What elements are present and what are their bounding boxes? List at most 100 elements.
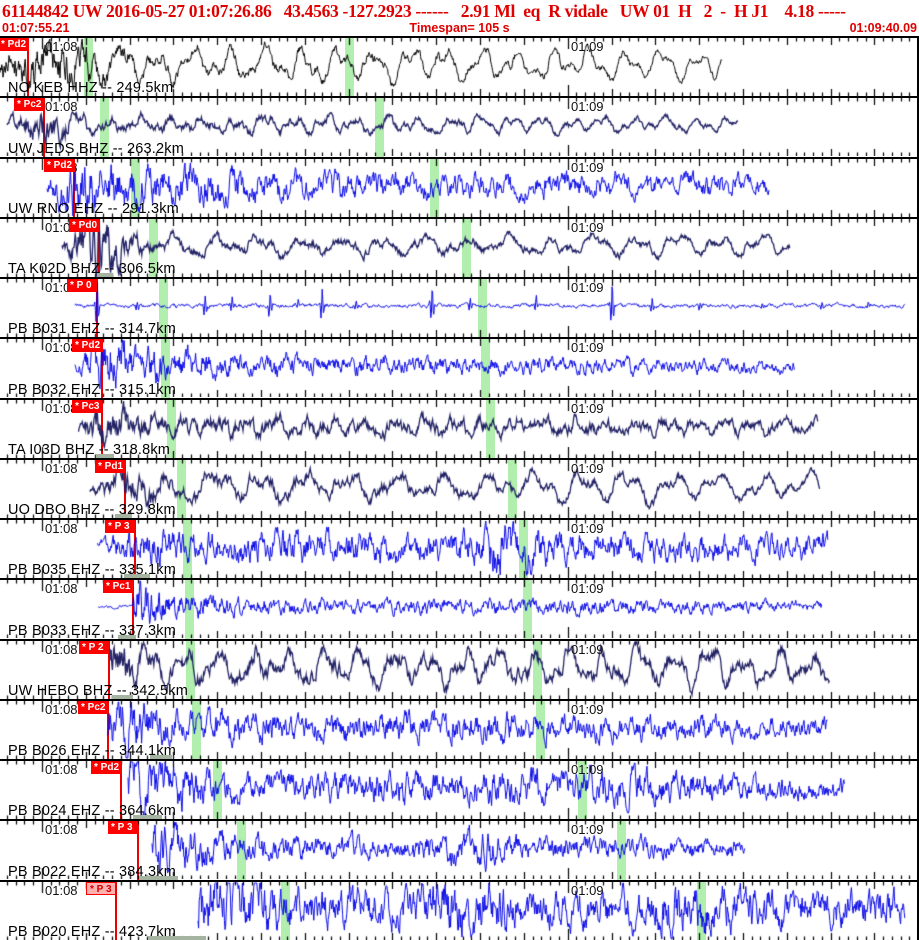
minute-label: 01:08 bbox=[45, 701, 78, 717]
trace-row: 01:08 01:09 * Pc2 UW JEDS BHZ -- 263.2km bbox=[0, 98, 917, 159]
minute-label: 01:09 bbox=[571, 762, 604, 778]
pick-flag[interactable]: * P 0 bbox=[67, 279, 97, 293]
minute-label: 01:08 bbox=[45, 581, 78, 597]
pick-flag[interactable]: * Pd2 bbox=[44, 158, 76, 172]
station-label: PB B022 EHZ -- 384.3km bbox=[8, 863, 176, 880]
station-label: UW RNO EHZ -- 291.3km bbox=[8, 200, 179, 217]
station-label: PB B035 EHZ -- 335.1km bbox=[8, 562, 176, 579]
waveform-canvas[interactable] bbox=[0, 580, 917, 639]
minute-label: 01:09 bbox=[571, 460, 604, 476]
pick-flag[interactable]: * Pd2 bbox=[72, 339, 104, 353]
station-label: PB B032 EHZ -- 315.1km bbox=[8, 381, 176, 398]
trace-row: 01:08 01:09 * P 0 PB B031 EHZ -- 314.7km bbox=[0, 279, 917, 340]
event-summary-line: 61144842 UW 2016-05-27 01:07:26.86 43.45… bbox=[2, 1, 846, 21]
station-label: TA K02D BHZ -- 306.5km bbox=[8, 261, 176, 278]
pick-flag[interactable]: * Pd2 bbox=[0, 38, 30, 51]
quality-indicator-bar bbox=[139, 875, 178, 880]
waveform-canvas[interactable] bbox=[0, 700, 917, 759]
minute-label: 01:08 bbox=[45, 460, 78, 476]
station-label: PB B026 EHZ -- 344.1km bbox=[8, 743, 176, 760]
trace-area: 01:08 01:09 * Pd2 NC KEB HHZ -- 249.5km 01:0… bbox=[0, 36, 919, 940]
minute-label: 01:09 bbox=[571, 400, 604, 416]
trace-row: 01:08 01:09 * Pd1 UO DBO BHZ -- 329.8km bbox=[0, 459, 917, 521]
minute-label: 01:08 bbox=[45, 641, 78, 657]
minute-label: 01:09 bbox=[571, 99, 604, 115]
minute-label: 01:09 bbox=[571, 641, 604, 657]
pick-flag[interactable]: * Pc2 bbox=[14, 98, 45, 112]
window-start-time: 01:07:55.21 bbox=[2, 21, 70, 35]
waveform-canvas[interactable] bbox=[0, 339, 917, 398]
minute-label: 01:09 bbox=[571, 340, 604, 356]
station-label: TA I03D BHZ -- 318.8km bbox=[8, 441, 171, 458]
pick-flag[interactable]: * P 3 bbox=[105, 520, 135, 534]
minute-label: 01:08 bbox=[45, 521, 78, 537]
waveform-canvas[interactable] bbox=[0, 279, 917, 338]
minute-label: 01:08 bbox=[45, 39, 78, 54]
event-header: 61144842 UW 2016-05-27 01:07:26.86 43.45… bbox=[0, 0, 919, 36]
waveform-canvas[interactable] bbox=[0, 98, 917, 157]
station-label: NC KEB HHZ -- 249.5km bbox=[8, 80, 174, 97]
time-window-bar: 01:07:55.21 Timespan= 105 s 01:09:40.09 bbox=[0, 22, 919, 35]
pick-flag[interactable]: * Pc3 bbox=[72, 399, 103, 413]
trace-row: 01:08 01:09 * Pd2 PB B032 EHZ -- 315.1km bbox=[0, 339, 917, 400]
minute-label: 01:09 bbox=[571, 39, 604, 54]
station-label: PB B033 EHZ -- 337.3km bbox=[8, 622, 176, 639]
waveform-canvas[interactable] bbox=[0, 38, 917, 96]
waveform-canvas[interactable] bbox=[0, 158, 917, 217]
pick-flag[interactable]: * Pd2 bbox=[91, 761, 123, 775]
minute-label: 01:08 bbox=[45, 882, 78, 898]
trace-row: 01:08 01:09 * Pc2 PB B026 EHZ -- 344.1km bbox=[0, 700, 917, 762]
trace-row: 01:08 01:09 * Pd2 NC KEB HHZ -- 249.5km bbox=[0, 38, 917, 99]
minute-label: 01:09 bbox=[571, 280, 604, 296]
quality-indicator-bar bbox=[118, 634, 136, 639]
waveform-canvas[interactable] bbox=[0, 399, 917, 458]
station-label: PB B020 EHZ -- 423.7km bbox=[8, 923, 176, 940]
pick-flag[interactable]: * Pd0 bbox=[69, 218, 101, 232]
waveform-canvas[interactable] bbox=[0, 218, 917, 277]
pick-flag[interactable]: * P 2 bbox=[79, 640, 109, 654]
pick-flag[interactable]: * P 3 bbox=[86, 881, 116, 895]
trace-row: 01:08 01:09 * Pc3 TA I03D BHZ -- 318.8km bbox=[0, 399, 917, 460]
pick-flag[interactable]: * Pc1 bbox=[103, 580, 134, 594]
waveform-canvas[interactable] bbox=[0, 821, 917, 880]
waveform-canvas[interactable] bbox=[0, 520, 917, 579]
waveform-canvas[interactable] bbox=[0, 640, 917, 699]
quality-indicator-bar bbox=[133, 815, 162, 820]
pick-flag[interactable]: * Pd1 bbox=[95, 459, 127, 473]
quality-indicator-bar bbox=[97, 273, 113, 278]
station-label: UW HEBO BHZ -- 342.5km bbox=[8, 682, 189, 699]
minute-label: 01:09 bbox=[571, 581, 604, 597]
waveform-canvas[interactable] bbox=[0, 459, 917, 518]
minute-label: 01:08 bbox=[45, 822, 78, 838]
minute-label: 01:09 bbox=[571, 521, 604, 537]
station-label: PB B031 EHZ -- 314.7km bbox=[8, 321, 176, 338]
waveform-canvas[interactable] bbox=[0, 761, 917, 820]
trace-row: 01:08 01:09 * Pc1 PB B033 EHZ -- 337.3km bbox=[0, 580, 917, 641]
pick-flag[interactable]: * P 3 bbox=[108, 821, 138, 835]
quality-indicator-bar bbox=[112, 694, 133, 699]
minute-label: 01:08 bbox=[45, 99, 78, 115]
minute-label: 01:09 bbox=[571, 822, 604, 838]
window-end-time: 01:09:40.09 bbox=[849, 21, 917, 35]
pick-flag[interactable]: * Pc2 bbox=[78, 700, 109, 714]
minute-label: 01:08 bbox=[45, 400, 78, 416]
quality-indicator-bar bbox=[150, 755, 172, 760]
trace-row: 01:08 01:09 * P 2 UW HEBO BHZ -- 342.5km bbox=[0, 640, 917, 701]
minute-label: 01:09 bbox=[571, 882, 604, 898]
station-label: PB B024 EHZ -- 364.6km bbox=[8, 803, 176, 820]
station-label: UW JEDS BHZ -- 263.2km bbox=[8, 140, 185, 157]
trace-row: 01:08 01:09 * P 3 PB B020 EHZ -- 423.7km bbox=[0, 881, 917, 940]
minute-label: 01:09 bbox=[571, 701, 604, 717]
trace-row: 01:08 01:09 * Pd2 PB B024 EHZ -- 364.6km bbox=[0, 761, 917, 822]
station-label: UO DBO BHZ -- 329.8km bbox=[8, 502, 176, 519]
trace-row: 01:08 01:09 * P 3 PB B035 EHZ -- 335.1km bbox=[0, 520, 917, 581]
timespan-label: Timespan= 105 s bbox=[409, 21, 510, 35]
quality-indicator-bar bbox=[96, 453, 114, 458]
minute-label: 01:09 bbox=[571, 159, 604, 175]
minute-label: 01:08 bbox=[45, 340, 78, 356]
quality-indicator-bar bbox=[124, 574, 150, 579]
waveform-canvas[interactable] bbox=[0, 881, 917, 940]
minute-label: 01:08 bbox=[45, 762, 78, 778]
